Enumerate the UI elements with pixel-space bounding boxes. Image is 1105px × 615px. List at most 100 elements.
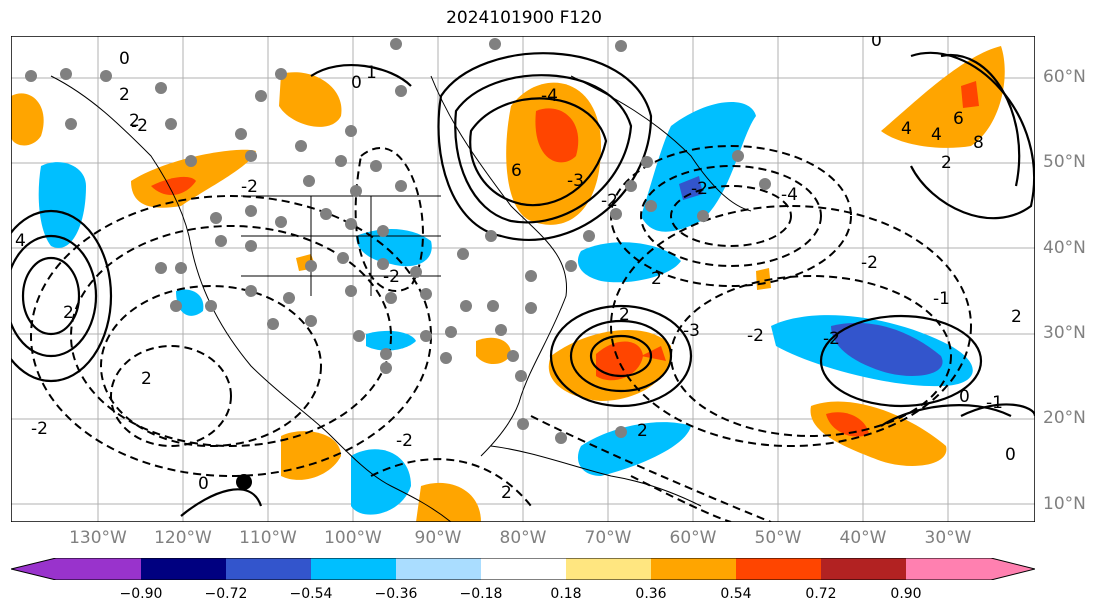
colorbar-segment — [566, 558, 651, 580]
orange-region-sw-atlantic — [641, 346, 666, 361]
blue-region-caribbean — [577, 422, 691, 476]
lon-label-130w: 130°W — [69, 528, 127, 548]
colorbar-segment — [396, 558, 481, 580]
lon-label-120w: 120°W — [154, 528, 212, 548]
lon-label-80w: 80°W — [499, 528, 547, 548]
contour-label: -1 — [986, 393, 1003, 413]
colorbar-segment — [821, 558, 906, 580]
lon-label-60w: 60°W — [669, 528, 717, 548]
orange-region-nw — [279, 72, 342, 127]
red-region-ne-atlantic — [961, 81, 979, 108]
contour-label: 2 — [651, 269, 662, 289]
contour-label: 4 — [15, 231, 26, 251]
shaded-anomaly-regions — [11, 46, 1005, 522]
highlight-station-dot — [236, 474, 252, 490]
colorbar-segment — [311, 558, 396, 580]
contour-label: 2 — [619, 305, 630, 325]
contour-label: 4 — [901, 119, 912, 139]
lat-label-50n: 50°N — [1043, 152, 1086, 172]
dark-blue-spot — [679, 176, 703, 200]
colorbar-tick: 0.18 — [550, 586, 582, 602]
colorbar — [11, 558, 1035, 580]
contour-label: 0 — [119, 49, 130, 69]
contour-label: 2 — [141, 369, 152, 389]
contour-label: -2 — [747, 326, 764, 346]
colorbar-segment — [651, 558, 736, 580]
orange-region-alaska — [11, 93, 44, 146]
lon-label-50w: 50°W — [754, 528, 802, 548]
contour-label: -2 — [31, 419, 48, 439]
contour-label: -4 — [541, 86, 558, 106]
contour-label: 2 — [129, 111, 140, 131]
contour-label: 6 — [511, 161, 522, 181]
contour-label: -2 — [823, 329, 840, 349]
lon-label-100w: 100°W — [324, 528, 382, 548]
contour-label: 2 — [637, 421, 648, 441]
colorbar-segment — [226, 558, 311, 580]
lon-label-70w: 70°W — [584, 528, 632, 548]
red-region-atlantic — [596, 341, 643, 381]
colorbar-tick: 0.90 — [890, 586, 922, 602]
contour-label: 2 — [119, 85, 130, 105]
colorbar-tick: −0.36 — [374, 586, 418, 602]
contour-label: -3 — [567, 171, 584, 191]
contour-label: -4 — [781, 185, 798, 205]
colorbar-segment — [481, 558, 566, 580]
weather-map: 0 2 2 4 2 1 0 -2 -2 2 -2 -4 -2 -4 -3 -2 … — [11, 36, 1035, 522]
colorbar-segment — [141, 558, 226, 580]
lat-label-30n: 30°N — [1043, 323, 1086, 343]
map-title: 2024101900 F120 — [446, 8, 602, 28]
colorbar-segment-lower-extend — [11, 558, 141, 580]
positive-contours — [11, 51, 1035, 517]
contour-label: -2 — [131, 116, 148, 136]
darkblue-region-central-atlantic — [831, 322, 943, 376]
contour-label: 2 — [1011, 307, 1022, 327]
contour-label: 4 — [931, 125, 942, 145]
contour-label: 6 — [953, 109, 964, 129]
orange-region-gulf — [476, 337, 511, 365]
contour-label: 0 — [871, 36, 882, 51]
lat-label-60n: 60°N — [1043, 67, 1086, 87]
blue-region-greatlakes — [356, 229, 432, 267]
lon-label-40w: 40°W — [839, 528, 887, 548]
contour-label: 0 — [198, 474, 209, 494]
contour-label: -2 — [861, 253, 878, 273]
contour-label-group: 0 2 2 4 2 1 0 -2 -2 2 -2 -4 -2 -4 -3 -2 … — [15, 36, 1022, 503]
orange-region-mexico — [281, 431, 341, 480]
lon-label-90w: 90°W — [414, 528, 462, 548]
contour-label: -2 — [241, 177, 258, 197]
orange-region-ne-atlantic — [881, 46, 1005, 148]
colorbar-tick: −0.18 — [459, 586, 503, 602]
colorbar-tick: 0.72 — [805, 586, 837, 602]
orange-region-central-america — [416, 482, 481, 522]
colorbar-tick: 0.36 — [635, 586, 667, 602]
coastlines — [50, 75, 752, 522]
red-region-bc — [151, 176, 196, 196]
colorbar-tick: 0.54 — [720, 586, 752, 602]
blue-region-east — [577, 242, 681, 283]
negative-contours — [30, 145, 972, 522]
lon-label-110w: 110°W — [239, 528, 297, 548]
red-region-hudson — [535, 108, 579, 163]
blue-region-mexico-pacific — [176, 289, 204, 316]
contour-label: 1 — [366, 63, 377, 83]
contour-label: 8 — [973, 133, 984, 153]
lat-label-10n: 10°N — [1043, 494, 1086, 514]
contour-label: 0 — [1005, 445, 1016, 465]
colorbar-tick: −0.54 — [289, 586, 333, 602]
lon-label-30w: 30°W — [924, 528, 972, 548]
contour-label: 2 — [941, 153, 952, 173]
contour-label: -2 — [691, 179, 708, 199]
colorbar-tick: −0.90 — [119, 586, 163, 602]
contour-label: -2 — [383, 267, 400, 287]
contour-label: -2 — [601, 191, 618, 211]
contour-label: 0 — [959, 387, 970, 407]
station-dots — [25, 38, 771, 444]
contour-label: -1 — [933, 289, 950, 309]
contour-label: 0 — [351, 73, 362, 93]
colorbar-segment-upper-extend — [906, 558, 1035, 580]
contour-label: 2 — [63, 303, 74, 323]
lat-label-40n: 40°N — [1043, 238, 1086, 258]
colorbar-segment — [736, 558, 821, 580]
contour-label: -2 — [396, 431, 413, 451]
